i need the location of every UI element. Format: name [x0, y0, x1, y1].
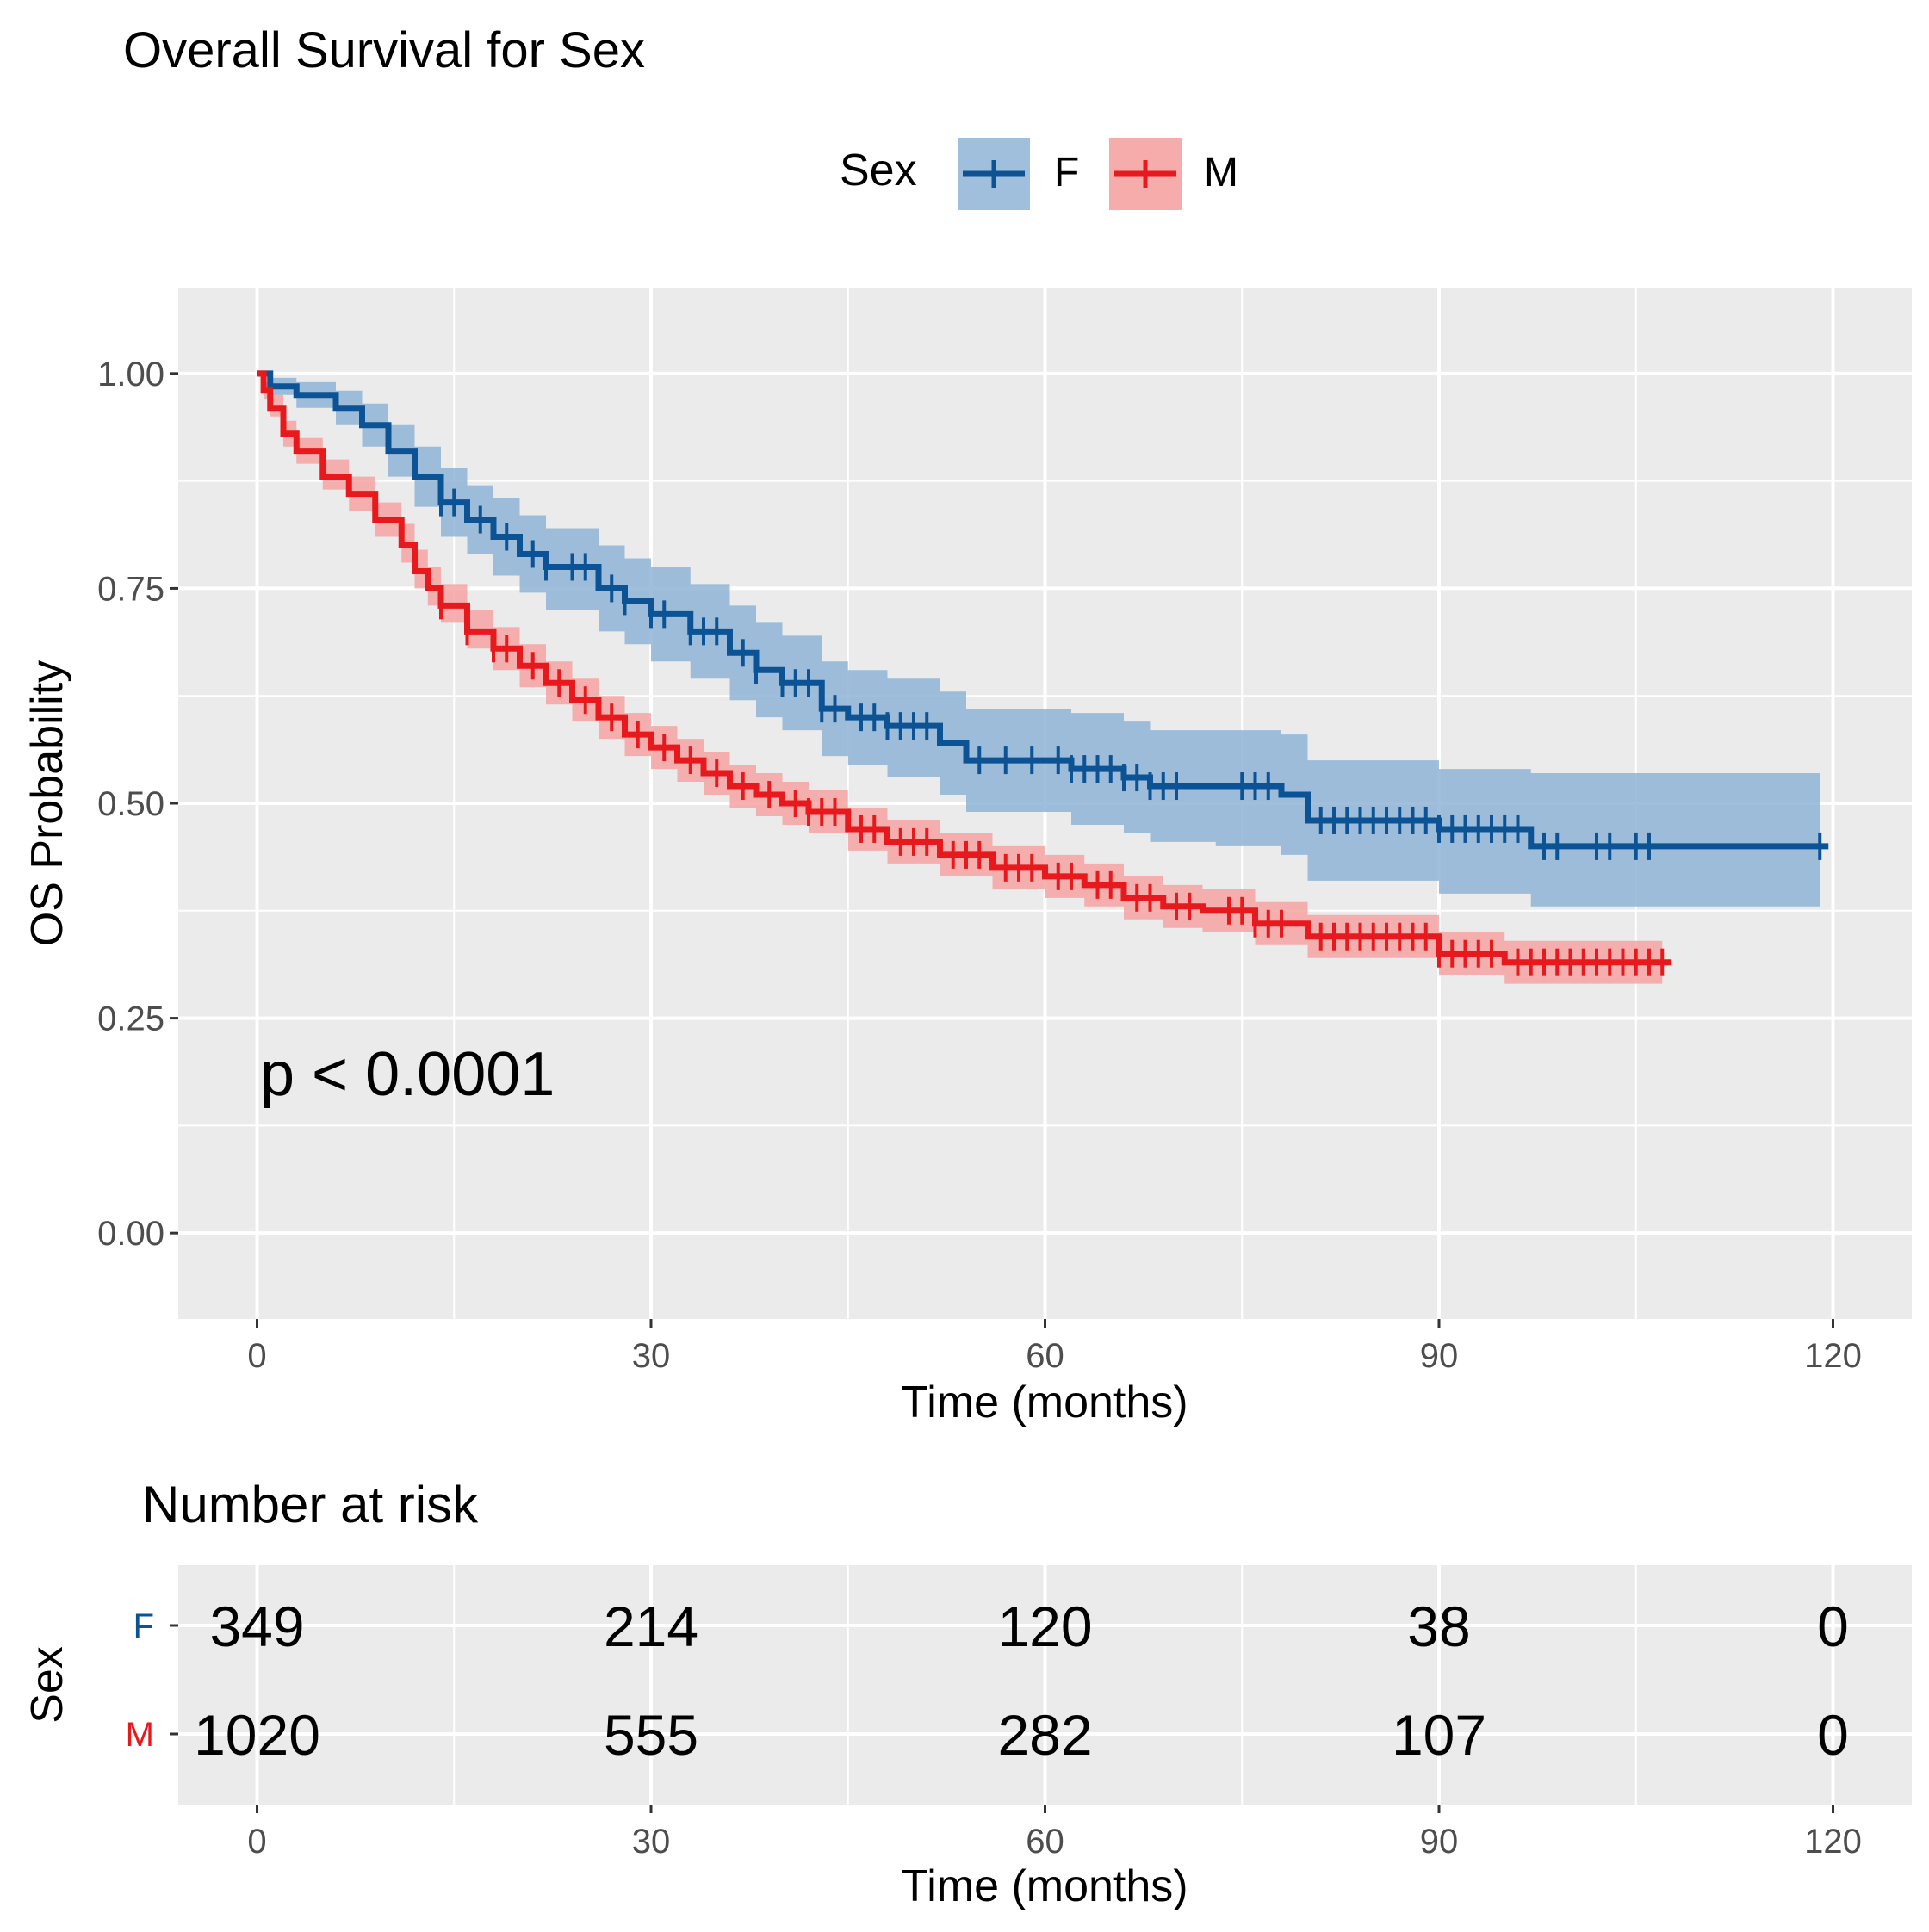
risk-table-axes: F M 0 30 60 90 120	[126, 1607, 1862, 1861]
y-tick-label: 0.25	[97, 1000, 164, 1038]
risk-x-tick-label: 90	[1420, 1823, 1459, 1861]
risk-table-grid	[178, 1565, 1912, 1805]
x-tick-label: 30	[632, 1337, 671, 1375]
x-axis-label: Time (months)	[901, 1378, 1188, 1427]
legend-label-f: F	[1054, 150, 1079, 195]
risk-table-x-label: Time (months)	[901, 1861, 1188, 1911]
risk-x-tick-label: 60	[1026, 1823, 1064, 1861]
censor-marks	[439, 488, 1822, 976]
legend-label-m: M	[1204, 150, 1238, 195]
legend-title: Sex	[840, 146, 917, 195]
risk-count-f: 214	[604, 1595, 698, 1658]
x-tick-label: 0	[247, 1337, 266, 1375]
risk-count-m: 1020	[194, 1703, 320, 1767]
risk-table: Number at risk 349 214 120 38 0 1020 555 282 107…	[22, 1476, 1912, 1911]
risk-table-y-label: Sex	[22, 1646, 72, 1724]
risk-x-tick-label: 30	[632, 1823, 671, 1861]
survival-curve-f	[257, 370, 1829, 850]
survival-plot: 0.00 0.25 0.50 0.75 1.00 0 30 60 90 120 p < 0.000…	[22, 288, 1912, 1427]
y-axis-label: OS Probability	[22, 660, 72, 946]
p-value-annotation: p < 0.0001	[260, 1040, 555, 1109]
plot-axes: 0.00 0.25 0.50 0.75 1.00 0 30 60 90 120	[97, 356, 1862, 1375]
risk-count-m: 282	[997, 1703, 1092, 1767]
risk-count-m: 0	[1817, 1703, 1849, 1767]
survival-curves	[257, 370, 1829, 966]
risk-count-f: 349	[209, 1595, 304, 1658]
y-tick-label: 0.50	[97, 785, 164, 823]
risk-count-m: 555	[604, 1703, 698, 1767]
legend: Sex F M	[840, 138, 1238, 210]
y-tick-label: 0.75	[97, 570, 164, 608]
risk-count-m: 107	[1392, 1703, 1486, 1767]
x-tick-label: 60	[1026, 1337, 1064, 1375]
risk-count-f: 0	[1817, 1595, 1849, 1658]
risk-row-label-m: M	[126, 1716, 154, 1754]
y-tick-label: 1.00	[97, 356, 164, 393]
risk-count-f: 38	[1407, 1595, 1470, 1658]
confidence-band-m	[257, 373, 1663, 984]
risk-table-title: Number at risk	[142, 1476, 479, 1533]
x-tick-label: 90	[1420, 1337, 1459, 1375]
chart-title: Overall Survival for Sex	[123, 22, 645, 78]
risk-x-tick-label: 0	[247, 1823, 266, 1861]
y-tick-label: 0.00	[97, 1215, 164, 1253]
confidence-bands	[257, 373, 1820, 984]
risk-table-cells: 349 214 120 38 0 1020 555 282 107 0	[194, 1595, 1849, 1767]
confidence-band-f	[257, 373, 1820, 907]
x-tick-label: 120	[1804, 1337, 1862, 1375]
risk-row-label-f: F	[133, 1607, 154, 1645]
survival-curve-m	[257, 370, 1672, 966]
risk-count-f: 120	[997, 1595, 1092, 1658]
risk-x-tick-label: 120	[1804, 1823, 1862, 1861]
